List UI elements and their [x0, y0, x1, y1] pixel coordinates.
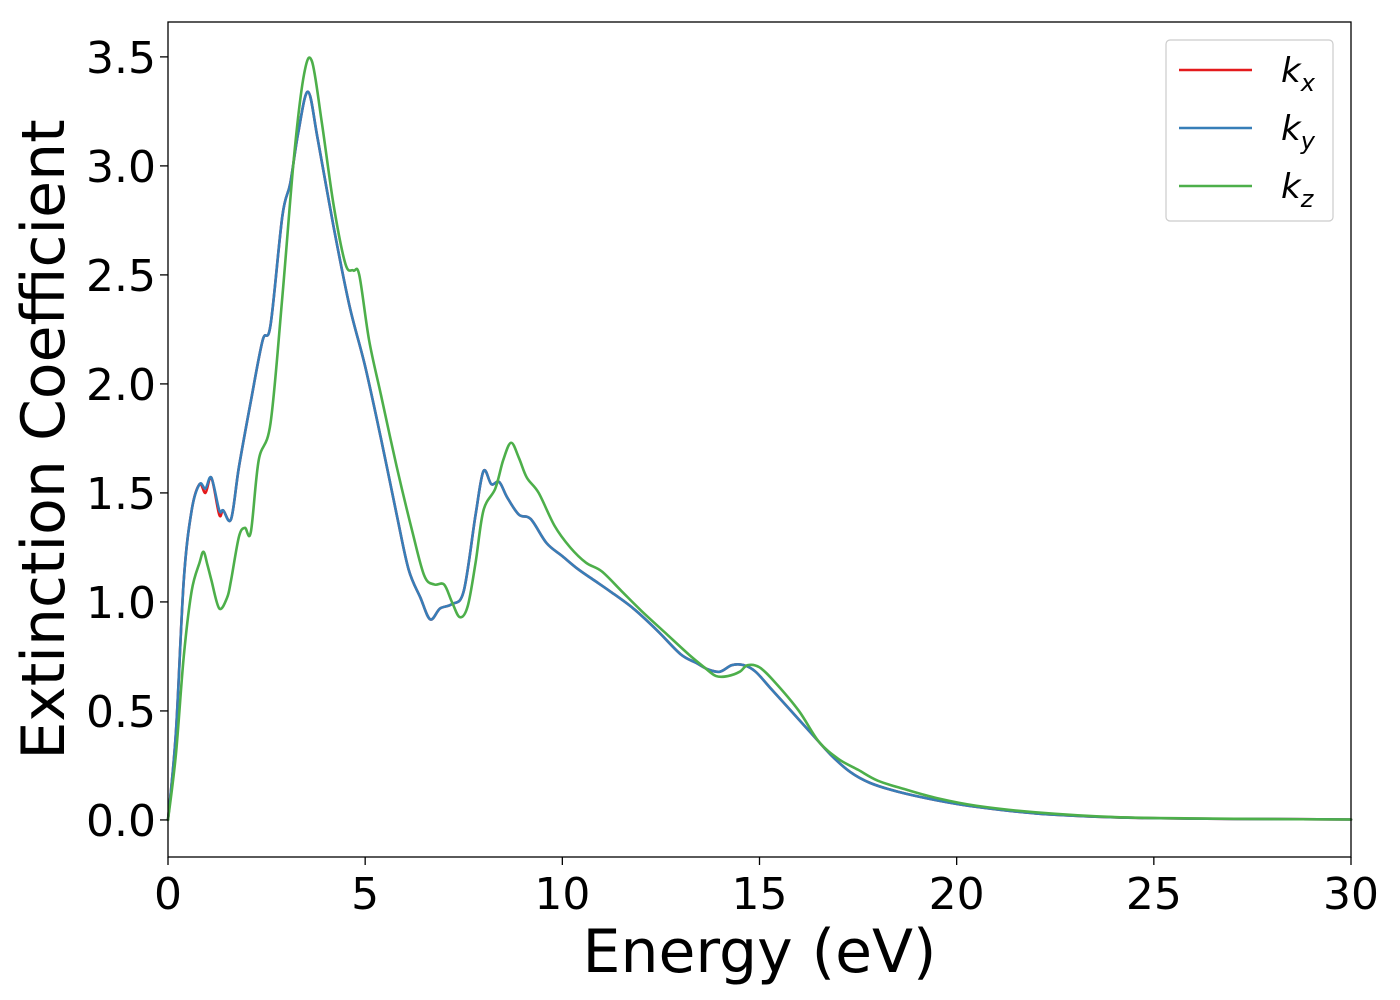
legend-label-x: kx	[1281, 51, 1316, 97]
y-tick-label: 1.5	[86, 469, 156, 520]
legend-entries: kx ky kz	[1179, 51, 1316, 213]
x-tick-label: 5	[351, 869, 379, 920]
legend-frame	[1165, 39, 1334, 222]
x-tick-label: 30	[1323, 869, 1379, 920]
y-ticks: 0.0 0.5 1.0 1.5 2.0 2.5 3.0 3.5	[86, 33, 168, 847]
y-tick-label: 0.5	[86, 687, 156, 738]
x-tick-label: 0	[154, 869, 182, 920]
legend-label-y: ky	[1281, 109, 1316, 155]
y-tick-label: 0.0	[86, 796, 156, 847]
x-tick-label: 25	[1126, 869, 1182, 920]
x-axis-title: Energy (eV)	[583, 917, 937, 987]
x-tick-label: 15	[732, 869, 788, 920]
y-tick-label: 2.0	[86, 360, 156, 411]
y-tick-label: 3.5	[86, 33, 156, 84]
x-tick-label: 10	[534, 869, 590, 920]
legend: kx ky kz	[1165, 39, 1334, 222]
y-tick-label: 3.0	[86, 142, 156, 193]
x-tick-label: 20	[929, 869, 985, 920]
legend-label-z: kz	[1281, 167, 1315, 213]
y-axis-title: Extinction Coefficient	[9, 119, 79, 759]
series-layer	[166, 56, 1353, 822]
y-tick-label: 2.5	[86, 251, 156, 302]
series-line-z	[166, 56, 1353, 822]
x-ticks: 0 5 10 15 20 25 30	[154, 857, 1379, 920]
y-tick-label: 1.0	[86, 578, 156, 629]
